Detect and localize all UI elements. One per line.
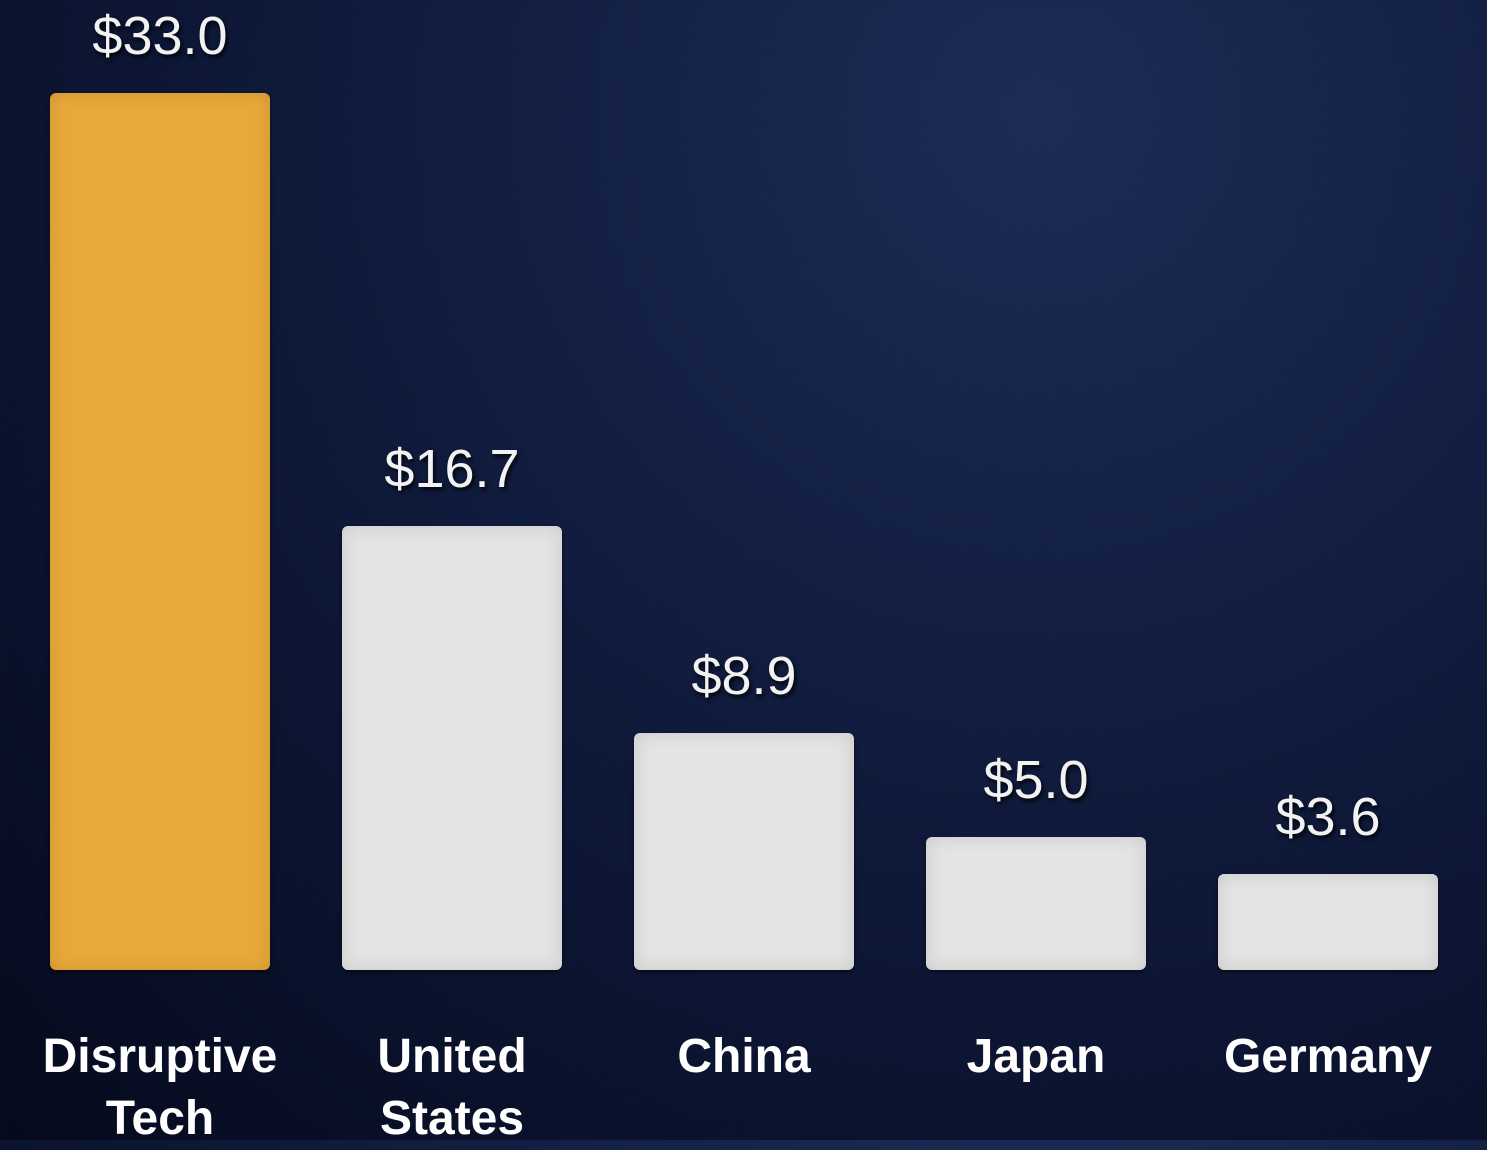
value-label: $3.6 bbox=[1275, 787, 1381, 848]
category-label: Japan bbox=[966, 1030, 1106, 1083]
bar bbox=[342, 526, 562, 970]
bar bbox=[1218, 874, 1438, 970]
value-label: $33.0 bbox=[92, 6, 228, 66]
category-label: Disruptive Tech bbox=[42, 1030, 278, 1145]
category-label: China bbox=[677, 1030, 811, 1083]
category-label: United States bbox=[377, 1030, 527, 1145]
value-label: $8.9 bbox=[691, 646, 797, 707]
bar bbox=[50, 93, 270, 970]
bar bbox=[634, 733, 854, 970]
value-label: $16.7 bbox=[384, 439, 520, 500]
bar bbox=[926, 837, 1146, 970]
category-label: Germany bbox=[1223, 1030, 1433, 1083]
value-label: $5.0 bbox=[983, 750, 1089, 811]
